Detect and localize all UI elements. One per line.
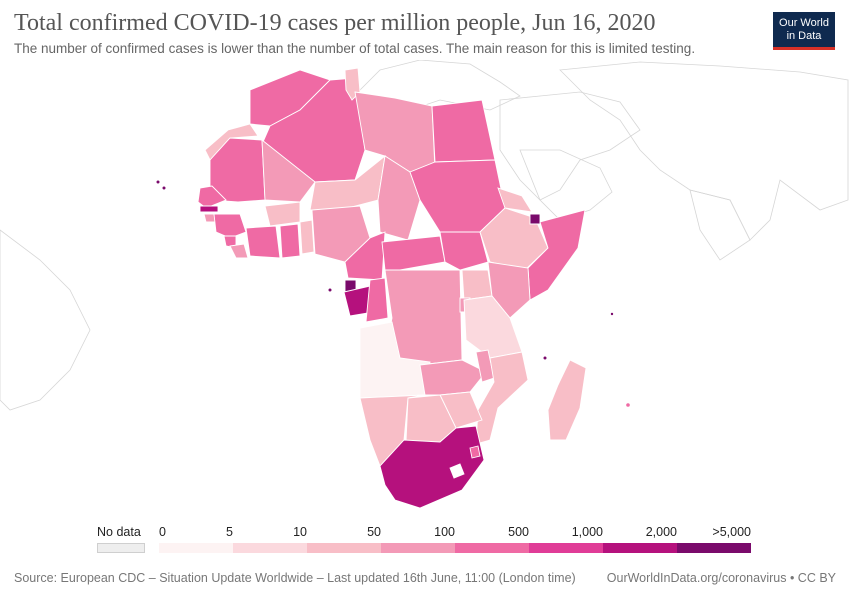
logo-line-1: Our World xyxy=(779,17,829,29)
country-shapes xyxy=(197,67,587,509)
chart-title: Total confirmed COVID-19 cases per milli… xyxy=(14,10,656,36)
country-eritrea xyxy=(497,187,533,213)
country-cote-divoire xyxy=(245,225,281,259)
country-senegal xyxy=(197,185,227,209)
country-car xyxy=(381,235,446,271)
island-cape-verde xyxy=(156,180,160,184)
island-comoros xyxy=(543,356,547,360)
island-cape-verde xyxy=(162,186,166,190)
islands xyxy=(156,180,630,407)
legend-swatch xyxy=(455,543,529,553)
legend-tick-label: 10 xyxy=(293,525,307,539)
country-south-sudan xyxy=(439,231,489,271)
legend-tick-label: 1,000 xyxy=(571,525,603,539)
legend-tick-label: 100 xyxy=(434,525,455,539)
legend-tick-label: 0 xyxy=(159,525,166,539)
legend-tick-label: 5 xyxy=(226,525,233,539)
legend-swatch xyxy=(159,543,233,553)
owid-logo[interactable]: Our World in Data xyxy=(773,12,835,50)
legend-swatch xyxy=(233,543,307,553)
country-mozambique xyxy=(475,351,529,445)
logo-line-2: in Data xyxy=(786,30,822,42)
source-link[interactable]: OurWorldInData.org/coronavirus • CC BY xyxy=(606,571,836,585)
country-ghana xyxy=(279,223,301,259)
country-eswatini xyxy=(469,445,481,459)
americas-outline xyxy=(0,229,91,411)
legend-tick-label: >5,000 xyxy=(712,525,751,539)
asia-outline xyxy=(559,61,849,241)
legend-swatch xyxy=(603,543,677,553)
country-liberia xyxy=(229,243,249,259)
country-lesotho xyxy=(449,463,465,479)
source-note: Source: European CDC – Situation Update … xyxy=(14,571,576,585)
africa-choropleth-map[interactable] xyxy=(0,60,850,520)
legend-swatch xyxy=(677,543,751,553)
country-guinea xyxy=(213,213,247,239)
country-madagascar xyxy=(547,359,587,441)
legend-swatch xyxy=(529,543,603,553)
country-south-africa xyxy=(379,425,485,509)
country-togo-benin xyxy=(299,219,315,255)
legend-tick-label: 500 xyxy=(508,525,529,539)
country-somalia xyxy=(527,209,586,301)
legend-swatch xyxy=(381,543,455,553)
island-seychelles xyxy=(610,312,614,316)
legend-no-data-label: No data xyxy=(97,525,141,539)
legend-tick-label: 50 xyxy=(367,525,381,539)
middle-east-outline xyxy=(499,91,641,201)
country-burkina-faso xyxy=(264,201,301,227)
country-gambia xyxy=(199,205,219,213)
legend-swatch xyxy=(307,543,381,553)
legend-tick-label: 2,000 xyxy=(645,525,677,539)
country-uganda xyxy=(461,269,493,301)
india-outline xyxy=(689,189,751,261)
country-congo xyxy=(365,277,389,323)
arabia-outline xyxy=(519,149,613,221)
country-djibouti xyxy=(529,213,541,225)
island-sao-tome xyxy=(328,288,332,292)
country-kenya xyxy=(487,261,531,319)
country-zambia xyxy=(419,359,487,396)
legend-no-data-swatch xyxy=(97,543,145,553)
chart-subtitle: The number of confirmed cases is lower t… xyxy=(14,41,696,56)
island-mauritius xyxy=(626,403,630,407)
country-libya xyxy=(354,91,436,173)
